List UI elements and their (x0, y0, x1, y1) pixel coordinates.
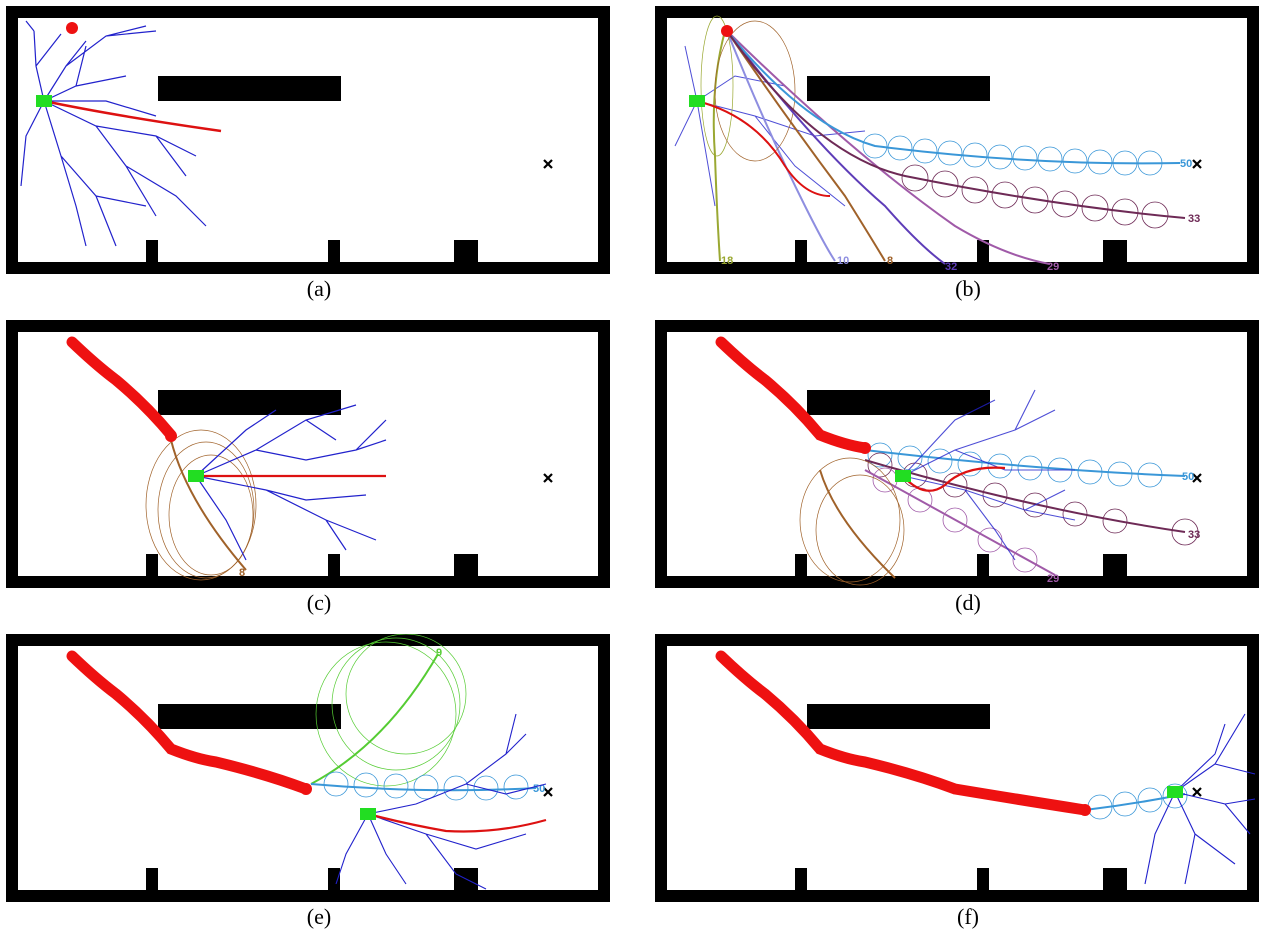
human-path (715, 650, 1091, 816)
human-marker-icon (859, 442, 871, 454)
robot-marker-icon (360, 808, 376, 820)
panel-c-map: 8 (6, 320, 610, 588)
robot-marker-icon (895, 470, 911, 482)
prediction-label: 50 (1180, 158, 1192, 170)
panel-e-map: 9 50 (6, 634, 610, 902)
prediction-10: 10 (726, 30, 849, 267)
prediction-label: 32 (945, 261, 957, 273)
prediction-8 (799, 457, 905, 586)
caption-a: (a) (306, 276, 332, 301)
prediction-label: 9 (436, 647, 442, 659)
panel-f-map (655, 634, 1259, 902)
caption-f: (f) (957, 904, 979, 929)
prediction-50: 50 (864, 442, 1194, 488)
robot-marker-icon (689, 95, 705, 107)
robot-marker-icon (36, 95, 52, 107)
prediction-50: 50 (310, 771, 545, 801)
human-path (715, 336, 871, 454)
prediction-label: 33 (1188, 529, 1200, 541)
planned-path (367, 812, 547, 833)
panel-a: (a) (6, 6, 632, 306)
prediction-9: 9 (310, 634, 467, 787)
goal-x-icon (1192, 473, 1202, 483)
caption-c: (c) (306, 590, 332, 615)
prediction-label: 8 (239, 567, 245, 579)
search-tree (20, 20, 207, 247)
search-tree (674, 45, 866, 207)
prediction-label: 8 (887, 255, 893, 267)
prediction-18: 18 (700, 15, 734, 267)
human-marker-icon (721, 25, 733, 37)
prediction-label: 10 (837, 255, 849, 267)
prediction-label: 18 (721, 255, 733, 267)
human-marker-icon (300, 783, 312, 795)
panel-b-map: 18 10 8 32 29 50 (655, 6, 1259, 274)
panel-b: 18 10 8 32 29 50 (655, 6, 1268, 306)
panel-f: (f) (655, 634, 1268, 934)
prediction-8: 8 (145, 429, 257, 581)
goal-x-icon (1192, 787, 1202, 797)
caption-e: (e) (306, 904, 332, 929)
human-path (66, 650, 312, 795)
robot-marker-icon (188, 470, 204, 482)
prediction-8: 8 (714, 20, 893, 267)
prediction-label: 29 (1047, 573, 1059, 585)
prediction-label: 33 (1188, 213, 1200, 225)
prediction-50: 50 (726, 30, 1192, 176)
goal-x-icon (543, 159, 553, 169)
panel-e: 9 50 (e) (6, 634, 632, 934)
planned-path (43, 99, 222, 133)
prediction-29: 29 (726, 30, 1059, 273)
robot-marker-icon (1167, 786, 1183, 798)
panel-c: 8 (c) (6, 320, 632, 620)
prediction-label: 29 (1047, 261, 1059, 273)
caption-b: (b) (955, 276, 981, 301)
goal-x-icon (1192, 159, 1202, 169)
human-marker-icon (165, 430, 177, 442)
human-marker-icon (66, 22, 78, 34)
panel-d-map: 50 33 29 (655, 320, 1259, 588)
search-tree (195, 404, 387, 561)
panel-a-map (6, 6, 610, 274)
human-path (66, 336, 177, 441)
goal-x-icon (543, 473, 553, 483)
search-tree (1144, 713, 1256, 885)
planned-path (696, 100, 831, 197)
caption-d: (d) (955, 590, 981, 615)
search-tree (335, 713, 547, 890)
search-tree (902, 389, 1076, 561)
planned-path (902, 466, 1006, 492)
prediction-label: 50 (1182, 471, 1194, 483)
prediction-29: 29 (864, 467, 1059, 585)
panel-d: 50 33 29 (655, 320, 1268, 620)
human-marker-icon (1079, 804, 1091, 816)
goal-x-icon (543, 787, 553, 797)
prediction-33: 33 (726, 30, 1200, 229)
